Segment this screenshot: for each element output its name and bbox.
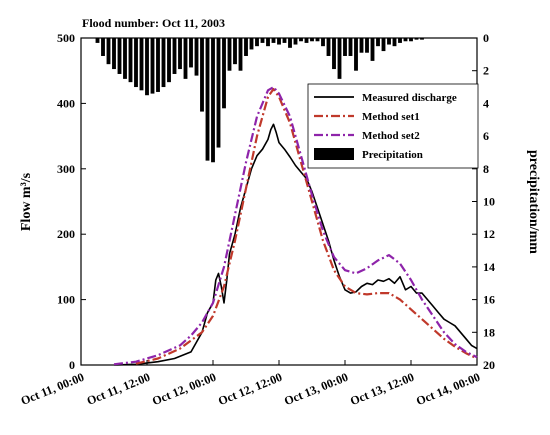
precipitation-bar: [370, 38, 375, 61]
precipitation-bar: [326, 38, 331, 56]
precipitation-bar: [178, 38, 182, 70]
precipitation-bar: [139, 38, 144, 91]
precipitation-bar: [172, 38, 177, 74]
y2-tick-label: 18: [483, 325, 495, 339]
legend-label: Measured discharge: [362, 92, 457, 104]
precipitation-bar: [249, 38, 254, 50]
precipitation-bar: [271, 38, 276, 43]
chart-title: Flood number: Oct 11, 2003: [82, 16, 225, 30]
precipitation-bar: [337, 38, 342, 79]
precipitation-bar: [359, 38, 364, 53]
precipitation-bar: [194, 38, 199, 76]
y2-tick-label: 4: [483, 96, 489, 110]
y-tick-label: 400: [57, 96, 75, 110]
precipitation-bar: [238, 38, 243, 71]
precipitation-bar: [420, 38, 424, 40]
precipitation-bar: [145, 38, 149, 96]
x-tick-label: Oct 13, 00:00: [282, 370, 350, 408]
precipitation-bar: [216, 38, 221, 148]
precipitation-bar: [387, 38, 391, 45]
x-tick-label: Oct 13, 12:00: [348, 370, 416, 408]
precipitation-bar: [293, 38, 298, 45]
precipitation-bar: [403, 38, 408, 42]
x-tick-label: Oct 12, 00:00: [150, 370, 218, 408]
precipitation-bar: [255, 38, 259, 47]
legend-label: Method set1: [362, 111, 420, 123]
precipitation-bar: [150, 38, 155, 94]
precipitation-bar: [161, 38, 166, 88]
precipitation-bar: [123, 38, 127, 79]
precipitation-bar: [95, 38, 100, 43]
precipitation-bar: [288, 38, 292, 48]
legend-label: Precipitation: [362, 149, 423, 161]
precipitation-bar: [381, 38, 386, 52]
y2-tick-label: 20: [483, 358, 495, 372]
y2-tick-label: 2: [483, 64, 489, 78]
y-tick-label: 0: [69, 358, 75, 372]
y2-tick-label: 12: [483, 227, 495, 241]
precipitation-bar: [244, 38, 248, 56]
precipitation-bar: [321, 38, 325, 47]
precipitation-bar: [211, 38, 215, 163]
precipitation-bar: [304, 38, 309, 43]
precipitation-bar: [222, 38, 226, 109]
precipitation-bar: [112, 38, 116, 70]
precipitation-bar: [332, 38, 336, 70]
precipitation-bar: [277, 38, 281, 45]
precipitation-bar: [354, 38, 358, 71]
y2-tick-label: 8: [483, 162, 489, 176]
x-tick-label: Oct 11, 00:00: [19, 370, 86, 408]
y-tick-label: 200: [57, 227, 75, 241]
precipitation-bar: [409, 38, 413, 42]
precipitation-bar: [343, 38, 347, 56]
precipitation-bar: [134, 38, 138, 88]
precipitation-bar: [156, 38, 160, 92]
legend-label: Method set2: [362, 130, 420, 142]
y-tick-label: 500: [57, 31, 75, 45]
precipitation-bar: [189, 38, 193, 68]
legend-swatch-precipitation: [314, 148, 354, 160]
y-tick-label: 300: [57, 162, 75, 176]
y2-tick-label: 0: [483, 31, 489, 45]
precipitation-bar: [299, 38, 303, 42]
precipitation-bar: [398, 38, 402, 43]
precipitation-bar: [117, 38, 122, 74]
precipitation-bar: [128, 38, 133, 83]
y2-tick-label: 6: [483, 129, 489, 143]
precipitation-bar: [260, 38, 265, 43]
x-tick-label: Oct 11, 12:00: [85, 370, 152, 408]
precipitation-bar: [205, 38, 210, 161]
precipitation-bar: [227, 38, 232, 71]
y2-tick-label: 14: [483, 260, 495, 274]
precipitation-bar: [348, 38, 353, 56]
precipitation-bar: [414, 38, 419, 40]
precipitation-bar: [315, 38, 320, 42]
series-line-method-set2: [113, 86, 478, 366]
precipitation-bar: [266, 38, 270, 47]
y2-axis-label: precipitation/mm: [526, 150, 541, 254]
series-line-method-set1: [135, 87, 478, 365]
precipitation-bar: [392, 38, 397, 47]
y2-tick-label: 10: [483, 195, 495, 209]
precipitation-bar: [183, 38, 188, 79]
precipitation-bar: [376, 38, 380, 47]
y-tick-label: 100: [57, 293, 75, 307]
precipitation-bar: [101, 38, 105, 56]
precipitation-bar: [233, 38, 237, 65]
x-tick-label: Oct 12, 12:00: [216, 370, 284, 408]
y-axis-label: Flow m³/s: [19, 172, 34, 231]
precipitation-bar: [310, 38, 314, 42]
precipitation-bar: [167, 38, 171, 83]
x-tick-label: Oct 14, 00:00: [414, 370, 482, 408]
y2-tick-label: 16: [483, 293, 495, 307]
precipitation-bar: [365, 38, 369, 53]
precipitation-bar: [282, 38, 287, 43]
precipitation-bar: [200, 38, 204, 112]
precipitation-bar: [106, 38, 111, 65]
